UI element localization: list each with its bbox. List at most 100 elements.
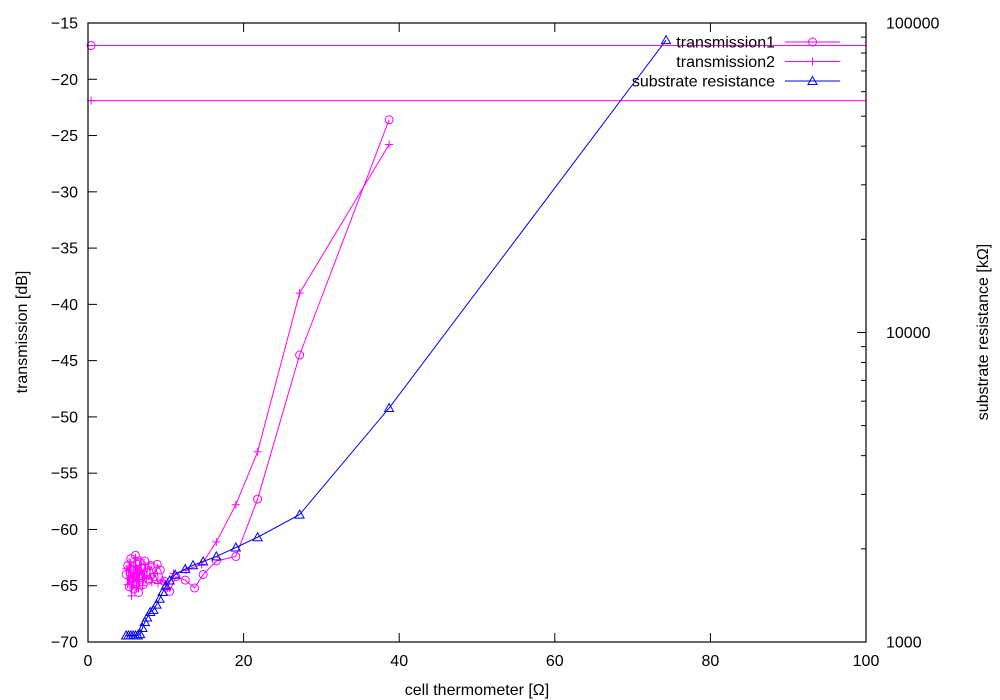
data-point	[154, 579, 163, 588]
data-point	[295, 350, 305, 360]
y2-tick-label: 1000	[886, 635, 922, 652]
data-point	[151, 599, 162, 609]
plot-layer	[86, 34, 866, 640]
y-tick-label: −55	[51, 466, 78, 483]
legend: transmission1 transmission2 substrate resi…	[632, 35, 840, 91]
data-point	[295, 289, 304, 298]
y-tick-label: −70	[51, 635, 78, 652]
y-tick-label: −35	[51, 241, 78, 258]
data-point	[253, 447, 262, 456]
data-point	[198, 569, 208, 579]
y2-tick-label: 10000	[886, 325, 931, 342]
data-point	[231, 551, 241, 561]
horizontal-line-marker	[86, 41, 96, 51]
y-tick-label: −15	[51, 16, 78, 33]
data-point	[135, 573, 144, 582]
data-point	[179, 563, 191, 574]
legend-marker	[807, 75, 818, 85]
data-point	[137, 622, 148, 632]
data-point	[212, 537, 221, 546]
data-point	[385, 140, 394, 149]
y2-tick-label: 100000	[886, 16, 939, 33]
x-tick-label: 40	[390, 653, 408, 670]
series-line	[125, 144, 390, 596]
data-point	[252, 531, 263, 542]
data-point	[139, 616, 151, 627]
data-point	[164, 574, 176, 585]
data-point	[150, 569, 159, 578]
data-point	[129, 577, 138, 586]
data-point	[230, 541, 242, 552]
data-point	[129, 562, 138, 571]
y-tick-label: −50	[51, 409, 78, 426]
data-point	[169, 569, 181, 579]
data-point	[294, 509, 305, 519]
data-point	[383, 402, 395, 413]
data-point	[124, 582, 134, 592]
data-point	[187, 559, 199, 570]
y-tick-label: −30	[51, 184, 78, 201]
y-tick-label: −40	[51, 297, 78, 314]
x-tick-label: 100	[853, 653, 880, 670]
data-point	[138, 581, 147, 590]
x-axis-label: cell thermometer [Ω]	[405, 682, 549, 699]
data-point	[140, 567, 149, 576]
data-point	[134, 628, 146, 639]
x-tick-label: 80	[702, 653, 720, 670]
data-point	[147, 578, 156, 587]
data-point	[132, 583, 141, 592]
data-point	[384, 115, 394, 125]
data-point	[180, 575, 190, 585]
tick-layer: 0 20 40 60 80 100 −70 −65 −60 −55 −50 −45 −40 −35 −30 −…	[51, 16, 940, 671]
data-point	[122, 564, 131, 573]
data-point	[144, 559, 153, 568]
x-tick-label: 0	[84, 653, 93, 670]
legend-marker	[808, 57, 817, 66]
data-point	[136, 555, 145, 564]
data-point	[154, 593, 165, 603]
data-point	[157, 586, 169, 597]
data-point	[146, 560, 156, 570]
y-tick-label: −20	[51, 72, 78, 89]
data-point	[127, 591, 136, 600]
y-tick-label: −25	[51, 128, 78, 145]
data-point	[660, 34, 672, 45]
plot-frame	[87, 22, 867, 643]
data-point	[144, 606, 156, 617]
legend-marker	[808, 37, 817, 47]
legend-label: transmission1	[676, 35, 775, 52]
y2-axis-label: substrate resistance [kΩ]	[975, 244, 992, 420]
data-point	[142, 574, 151, 583]
y-axis-label: transmission [dB]	[14, 271, 31, 394]
data-point	[126, 571, 135, 580]
x-tick-label: 60	[546, 653, 564, 670]
data-point	[131, 553, 140, 562]
y-tick-label: −60	[51, 522, 78, 539]
data-point	[190, 583, 200, 593]
y-tick-label: −65	[51, 578, 78, 595]
data-point	[155, 565, 165, 575]
data-point	[157, 576, 166, 585]
series-line	[125, 119, 390, 593]
data-point	[197, 555, 209, 566]
data-point	[123, 580, 132, 589]
data-point	[253, 494, 263, 504]
data-point	[133, 569, 142, 578]
legend-label: transmission2	[676, 54, 775, 71]
data-point	[160, 580, 172, 590]
data-point	[125, 558, 134, 567]
data-point	[211, 550, 222, 561]
series-line	[126, 39, 667, 636]
data-point	[126, 554, 136, 564]
data-point	[152, 559, 162, 569]
data-point	[231, 500, 240, 509]
data-point	[134, 587, 144, 597]
y-tick-label: −45	[51, 353, 78, 370]
data-point	[132, 629, 144, 640]
x-tick-label: 20	[235, 653, 253, 670]
data-point	[147, 604, 159, 614]
data-point	[141, 611, 153, 622]
legend-label: substrate resistance	[632, 74, 775, 91]
data-point	[149, 572, 159, 582]
